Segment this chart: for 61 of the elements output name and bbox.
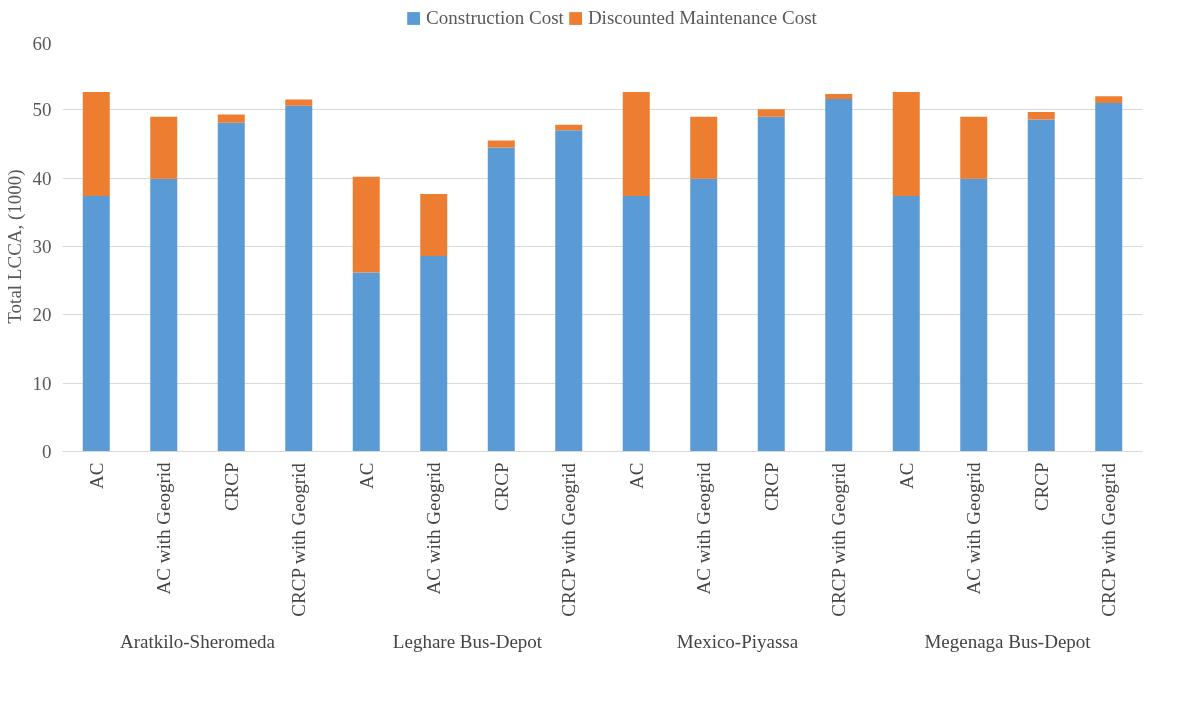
text: Aratkilo-Sheromeda (119, 630, 276, 652)
bar (1027, 111, 1055, 120)
y-tick-label: 0 (42, 441, 52, 462)
y-axis-title: Total LCCA, (1000) (3, 169, 26, 324)
y-tick-label: 40 (32, 167, 52, 189)
x-tick-label: AC (85, 462, 107, 489)
bar (757, 116, 785, 452)
x-tick-label: CRCP (220, 462, 242, 512)
x-tick-label: AC with Geogrid (153, 462, 175, 595)
legend-label: Construction Cost (426, 7, 564, 29)
bar (1027, 119, 1055, 452)
x-tick-label: AC with Geogrid (963, 462, 985, 595)
bar (960, 178, 988, 452)
bar (960, 116, 988, 179)
bar (555, 124, 583, 131)
y-tick-label: 20 (32, 304, 52, 326)
x-tick-label: AC with Geogrid (423, 462, 445, 595)
x-tick-label: CRCP (760, 462, 782, 512)
bar (420, 256, 448, 452)
bar (217, 122, 245, 452)
bar (690, 116, 718, 179)
bar (1095, 103, 1123, 452)
legend-label: Discounted Maintenance Cost (587, 7, 817, 29)
bar (757, 109, 785, 117)
bar (150, 116, 178, 179)
y-tick-label: 60 (32, 32, 52, 54)
bar (622, 195, 650, 452)
bar (352, 176, 380, 273)
x-tick-label: CRCP with Geogrid (288, 462, 310, 617)
x-tick-label: CRCP with Geogrid (558, 462, 580, 617)
bar (555, 130, 583, 452)
bar (1095, 96, 1123, 103)
bar (285, 99, 313, 106)
bar (420, 193, 448, 257)
x-tick-label: AC (355, 462, 377, 489)
text: Megenaga Bus-Depot (924, 630, 1092, 652)
text: Mexico-Piyassa (676, 630, 799, 652)
bar (892, 195, 920, 452)
bar (487, 147, 515, 452)
x-tick-label: AC (895, 462, 917, 489)
bar (352, 272, 380, 452)
x-tick-label: CRCP with Geogrid (1098, 462, 1120, 617)
x-tick-label: CRCP (490, 462, 512, 512)
x-tick-label: AC with Geogrid (693, 462, 715, 595)
bar (892, 92, 920, 196)
bar (285, 105, 313, 452)
bar (217, 114, 245, 123)
y-tick-label: 30 (32, 236, 52, 257)
bar (82, 195, 110, 452)
y-tick-label: 50 (32, 99, 52, 121)
bar (690, 178, 718, 452)
bar (825, 94, 853, 99)
x-tick-label: CRCP with Geogrid (828, 462, 850, 617)
bar (150, 178, 178, 452)
bar (622, 92, 650, 196)
bar (82, 92, 110, 196)
x-tick-label: AC (625, 462, 647, 489)
bar (825, 98, 853, 452)
x-tick-label: CRCP (1030, 462, 1052, 512)
y-tick-label: 10 (32, 372, 52, 394)
text: Leghare Bus-Depot (392, 630, 543, 652)
